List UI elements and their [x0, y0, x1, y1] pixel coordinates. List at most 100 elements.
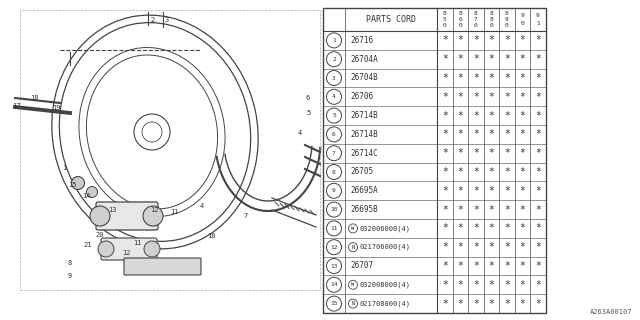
Text: *: *	[519, 54, 525, 64]
Text: 5: 5	[332, 113, 336, 118]
Text: 9: 9	[505, 17, 509, 22]
Text: *: *	[458, 261, 463, 271]
Text: *: *	[519, 73, 525, 83]
Text: *: *	[504, 261, 509, 271]
Text: *: *	[473, 129, 479, 140]
Bar	[323, 8, 545, 313]
Text: 19: 19	[52, 105, 61, 111]
Text: 8: 8	[458, 11, 462, 16]
Text: *: *	[488, 167, 494, 177]
Text: *: *	[488, 111, 494, 121]
Text: 0: 0	[505, 23, 509, 28]
Text: 3: 3	[332, 76, 336, 81]
Text: 13: 13	[330, 263, 338, 268]
Text: *: *	[504, 204, 509, 215]
Text: *: *	[488, 204, 494, 215]
Text: *: *	[473, 54, 479, 64]
Text: *: *	[458, 223, 463, 233]
Text: 13: 13	[108, 207, 116, 213]
Text: *: *	[519, 261, 525, 271]
Text: *: *	[535, 186, 541, 196]
Text: 9: 9	[68, 273, 72, 279]
Text: *: *	[488, 280, 494, 290]
Text: A263A00107: A263A00107	[589, 309, 632, 315]
Text: 6: 6	[332, 132, 336, 137]
Text: *: *	[442, 299, 448, 308]
Text: 18: 18	[30, 95, 38, 101]
Text: 7: 7	[332, 151, 336, 156]
Text: 14: 14	[330, 282, 338, 287]
Text: *: *	[442, 261, 448, 271]
Text: 8: 8	[332, 170, 336, 174]
Text: 9: 9	[520, 13, 524, 18]
Text: *: *	[519, 299, 525, 308]
Text: *: *	[504, 92, 509, 102]
Text: 10: 10	[330, 207, 338, 212]
Text: *: *	[442, 36, 448, 45]
Text: 032008000(4): 032008000(4)	[360, 282, 411, 288]
Text: *: *	[458, 148, 463, 158]
Text: 4: 4	[332, 94, 336, 99]
Text: 6: 6	[306, 95, 310, 101]
Text: *: *	[473, 73, 479, 83]
Text: *: *	[488, 299, 494, 308]
Text: *: *	[535, 111, 541, 121]
Text: 12: 12	[150, 207, 159, 213]
Text: 26714C: 26714C	[350, 149, 378, 158]
Text: *: *	[442, 186, 448, 196]
Text: *: *	[504, 54, 509, 64]
Text: 5: 5	[306, 110, 310, 116]
Text: *: *	[519, 280, 525, 290]
Text: *: *	[504, 186, 509, 196]
Text: 7: 7	[243, 213, 247, 219]
Text: *: *	[488, 54, 494, 64]
Text: *: *	[535, 73, 541, 83]
Text: 0: 0	[474, 23, 477, 28]
Text: 26705: 26705	[350, 167, 373, 177]
Text: 8: 8	[490, 11, 493, 16]
Text: 021708000(4): 021708000(4)	[360, 300, 411, 307]
Text: 8: 8	[68, 260, 72, 266]
Text: *: *	[458, 129, 463, 140]
Text: *: *	[442, 111, 448, 121]
Text: 10: 10	[207, 233, 216, 239]
Text: 5: 5	[443, 17, 447, 22]
Text: 14: 14	[82, 193, 90, 199]
Text: 0: 0	[458, 23, 462, 28]
Text: 6: 6	[458, 17, 462, 22]
Text: *: *	[458, 299, 463, 308]
Text: *: *	[442, 92, 448, 102]
Text: 21: 21	[83, 242, 92, 248]
Text: 2: 2	[150, 17, 154, 23]
Text: *: *	[535, 129, 541, 140]
Circle shape	[144, 241, 160, 257]
Text: *: *	[535, 36, 541, 45]
Text: *: *	[473, 167, 479, 177]
Text: *: *	[504, 148, 509, 158]
Text: 9: 9	[332, 188, 336, 193]
Text: 26695A: 26695A	[350, 186, 378, 195]
Text: 26695B: 26695B	[350, 205, 378, 214]
Text: *: *	[504, 167, 509, 177]
Text: *: *	[535, 204, 541, 215]
Text: 11: 11	[170, 209, 179, 215]
Text: *: *	[519, 223, 525, 233]
Text: *: *	[488, 242, 494, 252]
Text: N: N	[351, 301, 355, 306]
Text: *: *	[535, 167, 541, 177]
Text: *: *	[442, 54, 448, 64]
Text: 1: 1	[332, 38, 336, 43]
Text: *: *	[488, 148, 494, 158]
Text: 0: 0	[443, 23, 447, 28]
Text: *: *	[519, 36, 525, 45]
Bar	[20, 10, 320, 290]
Text: *: *	[473, 148, 479, 158]
Text: 26714B: 26714B	[350, 111, 378, 120]
Text: 15: 15	[330, 301, 338, 306]
Text: 12: 12	[122, 250, 131, 256]
Text: 1: 1	[62, 165, 67, 171]
Text: *: *	[488, 129, 494, 140]
Text: W: W	[351, 226, 355, 231]
Text: *: *	[535, 92, 541, 102]
Text: 12: 12	[330, 245, 338, 250]
